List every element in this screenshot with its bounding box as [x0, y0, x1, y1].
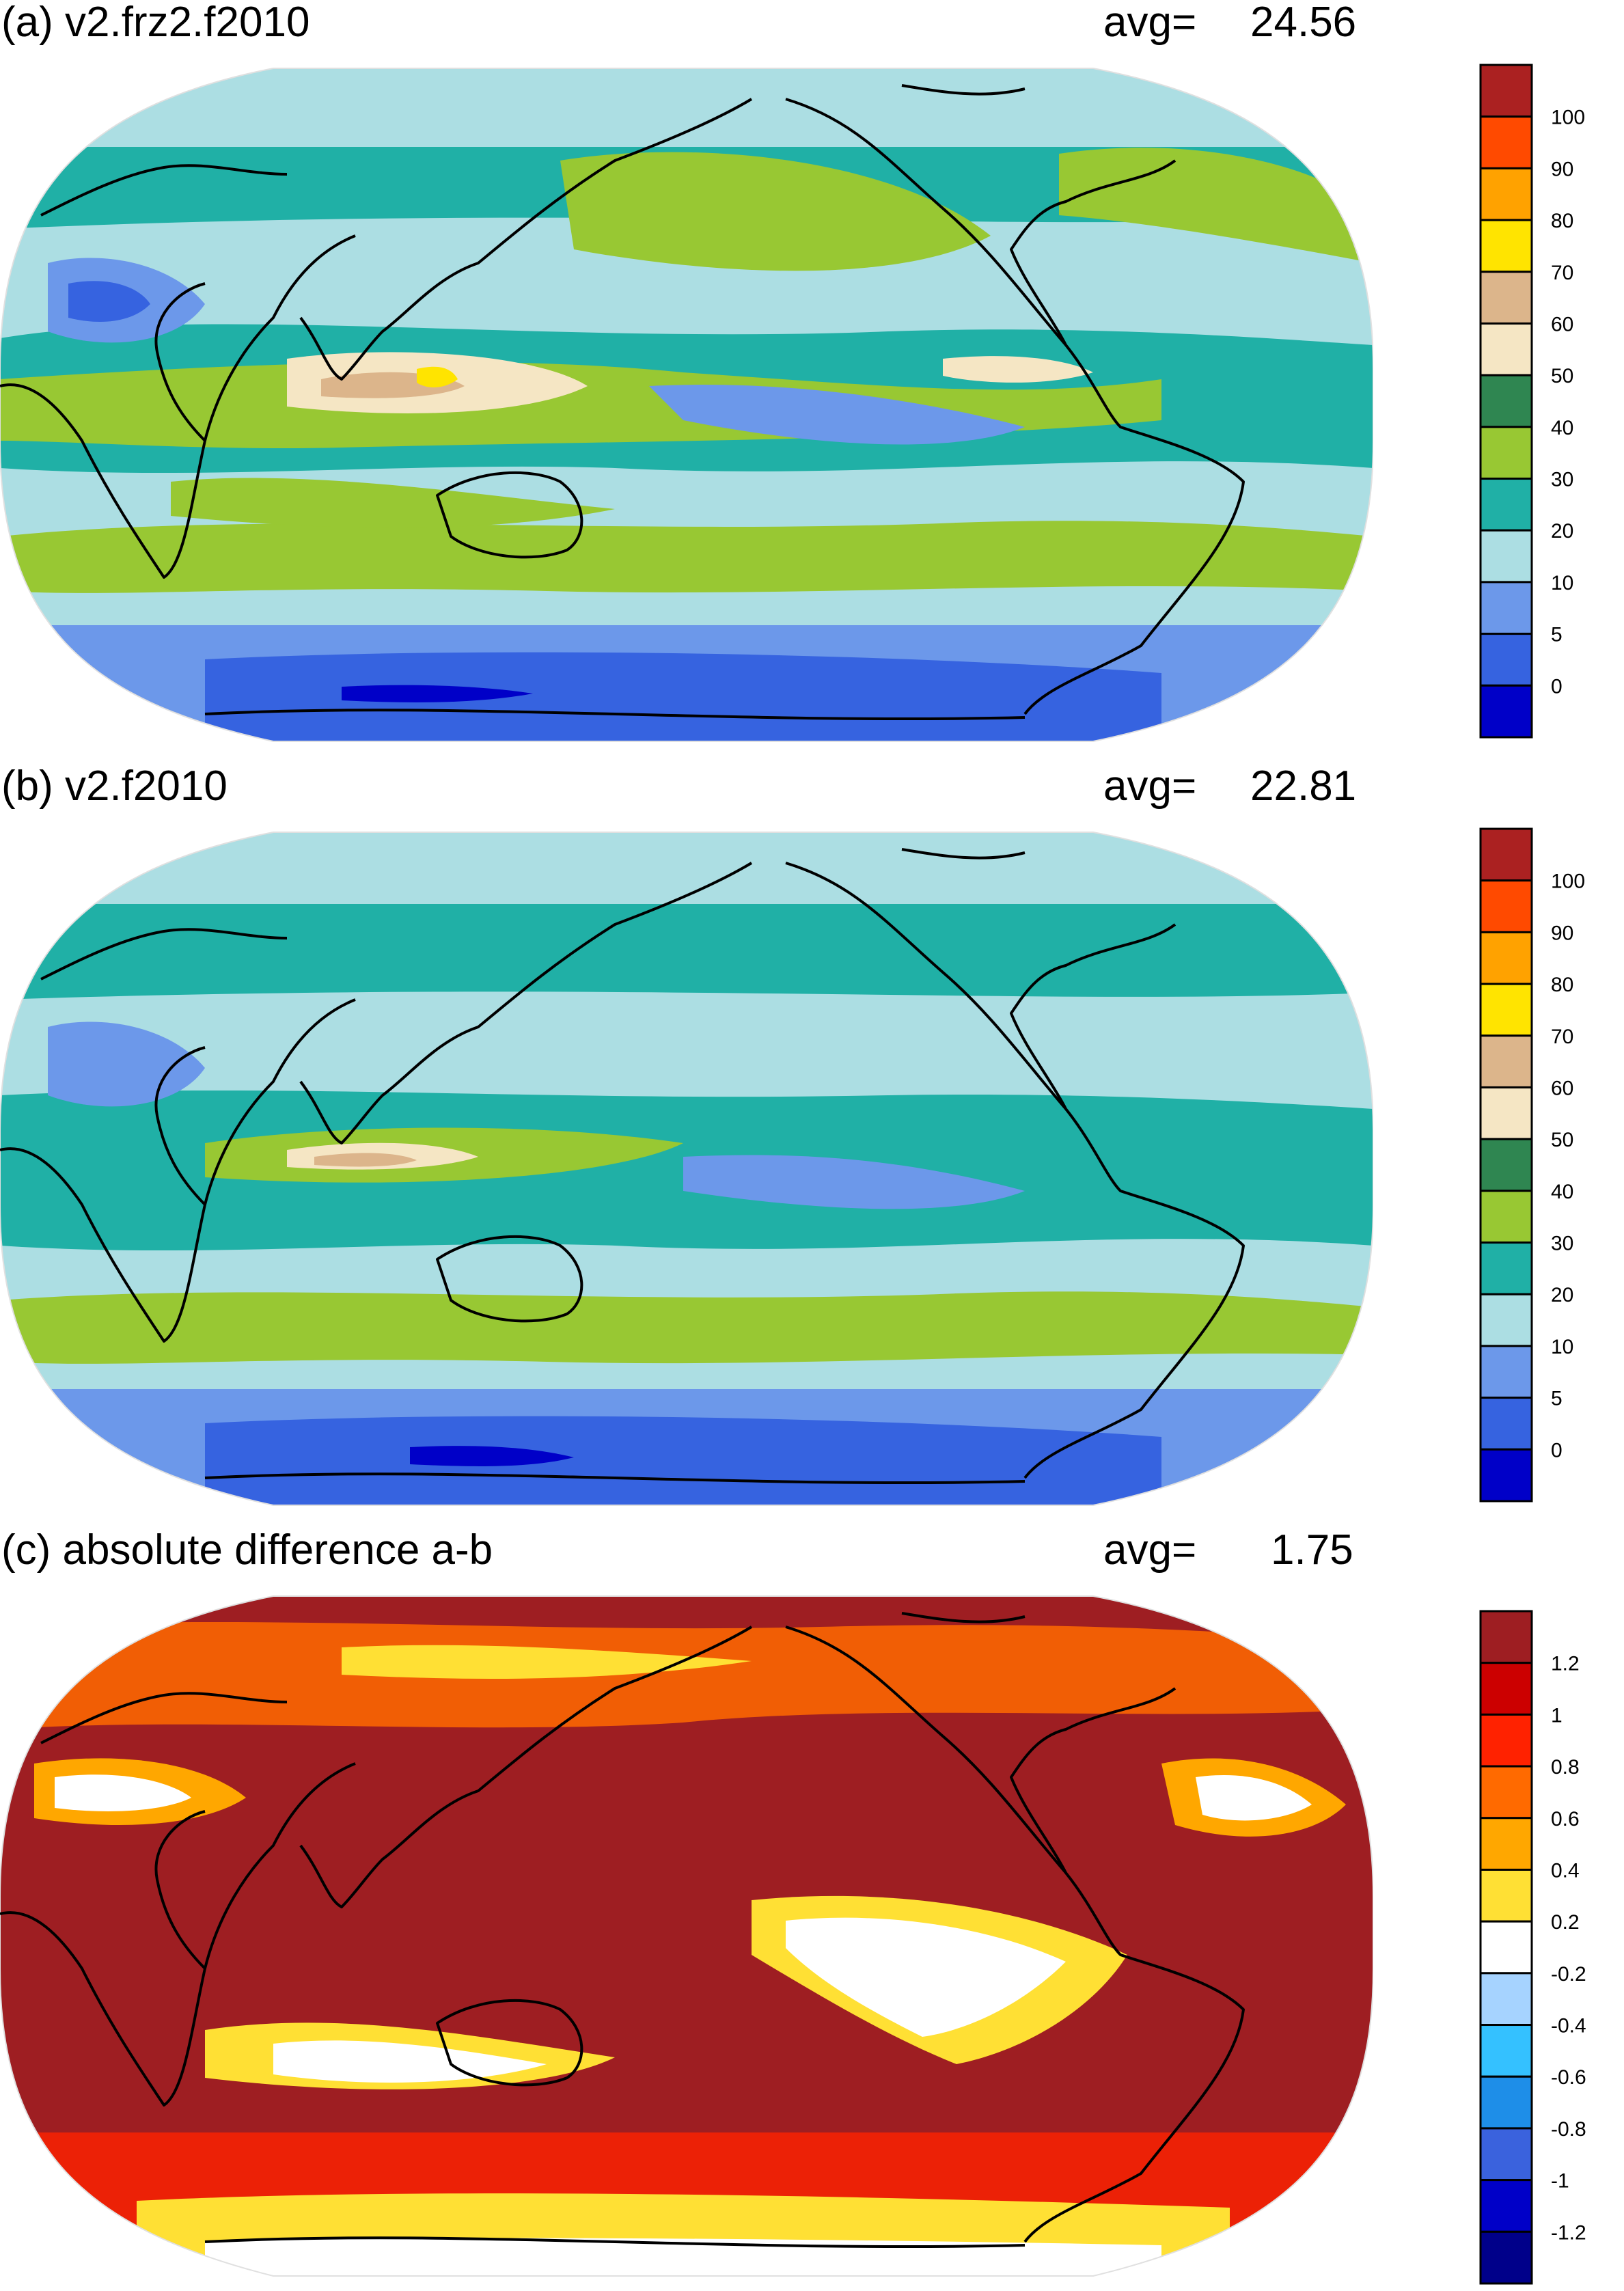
- panel-b-colorbar-tick-label: 70: [1551, 1026, 1573, 1048]
- panel-b-map: [0, 832, 1373, 1506]
- panel-c-title: (c) absolute difference a-b: [1, 1526, 493, 1574]
- panel-b-colorbar-tick-label: 100: [1551, 870, 1585, 893]
- panel-a-colorbar-swatch: [1479, 322, 1533, 376]
- panel-b-colorbar-tick-label: 10: [1551, 1336, 1573, 1358]
- panel-b-avg-value: 22.81: [1250, 763, 1357, 810]
- panel-b-colorbar-swatch: [1479, 1190, 1533, 1244]
- panel-c-colorbar-tick-label: 0.4: [1551, 1859, 1580, 1882]
- panel-a-colorbar-tick-label: 60: [1551, 313, 1573, 335]
- panel-a-colorbar-swatch: [1479, 271, 1533, 325]
- panel-a-colorbar-swatch: [1479, 64, 1533, 118]
- panel-b-colorbar-tick-label: 30: [1551, 1233, 1573, 1255]
- panel-a-colorbar-tick-label: 70: [1551, 262, 1573, 284]
- panel-b-colorbar-swatch: [1479, 1086, 1533, 1140]
- panel-a-colorbar-swatch: [1479, 478, 1533, 532]
- panel-b-colorbar-swatch: [1479, 983, 1533, 1037]
- panel-a-colorbar-swatch: [1479, 529, 1533, 584]
- panel-a-colorbar-tick-label: 50: [1551, 365, 1573, 387]
- panel-b-colorbar-tick-label: 5: [1551, 1388, 1563, 1410]
- panel-b-colorbar-swatch: [1479, 1241, 1533, 1295]
- panel-b-colorbar-swatch: [1479, 931, 1533, 985]
- panel-b-colorbar-swatch: [1479, 1397, 1533, 1451]
- panel-a-colorbar-swatch: [1479, 633, 1533, 687]
- panel-c-colorbar-tick-label: -0.2: [1551, 1963, 1586, 1986]
- panel-c-colorbar-swatch: [1479, 1868, 1533, 1923]
- panel-c-colorbar-swatch: [1479, 2179, 1533, 2233]
- panel-a-colorbar-swatch: [1479, 426, 1533, 480]
- panel-c-colorbar-swatch: [1479, 1972, 1533, 2027]
- panel-c-colorbar: 1.2 1 0.8 0.6 0.4 0.2 -0.2 -0.4 -0.6 -0.8 -1 -1.2: [1479, 1610, 1586, 2285]
- panel-b-colorbar-tick-label: 20: [1551, 1284, 1573, 1306]
- panel-a-colorbar-tick-label: 40: [1551, 417, 1573, 439]
- panel-c-colorbar-tick-label: -1.2: [1551, 2221, 1586, 2244]
- panel-c-colorbar-swatch: [1479, 1920, 1533, 1975]
- panel-b-colorbar-swatch: [1479, 1138, 1533, 1192]
- panel-a-colorbar-tick-label: 5: [1551, 624, 1563, 646]
- panel-a-avg-value: 24.56: [1250, 0, 1357, 46]
- panel-b-colorbar-tick-label: 0: [1551, 1439, 1563, 1462]
- panel-b-colorbar-swatch: [1479, 1293, 1533, 1347]
- panel-b-colorbar-swatch: [1479, 879, 1533, 933]
- panel-b-colorbar-tick-label: 40: [1551, 1181, 1573, 1203]
- panel-c-colorbar-swatch: [1479, 1765, 1533, 1820]
- panel-a-colorbar-tick-label: 10: [1551, 572, 1573, 594]
- panel-c-colorbar-tick-label: -1: [1551, 2170, 1569, 2193]
- panel-a-colorbar-swatch: [1479, 219, 1533, 273]
- panel-a-title: (a) v2.frz2.f2010: [1, 0, 310, 46]
- panel-b-colorbar-swatch: [1479, 827, 1533, 882]
- panel-c-colorbar-swatch: [1479, 2127, 1533, 2182]
- panel-a-colorbar-swatch: [1479, 167, 1533, 221]
- panel-a-avg-label: avg=: [1103, 0, 1197, 46]
- panel-b-avg-label: avg=: [1103, 763, 1197, 810]
- panel-c-colorbar-tick-label: 0.2: [1551, 1911, 1580, 1934]
- panel-c-colorbar-tick-label: 1.2: [1551, 1653, 1580, 1675]
- panel-b-colorbar-tick-label: 50: [1551, 1129, 1573, 1151]
- panel-a-colorbar-swatch: [1479, 115, 1533, 169]
- panel-c-avg-label: avg=: [1103, 1526, 1197, 1574]
- panel-a-colorbar-tick-label: 80: [1551, 210, 1573, 232]
- panel-a-colorbar-swatch: [1479, 374, 1533, 428]
- panel-c-colorbar-swatch: [1479, 2230, 1533, 2285]
- panel-c-colorbar-tick-label: -0.8: [1551, 2118, 1586, 2141]
- panel-a-colorbar-tick-label: 30: [1551, 469, 1573, 491]
- panel-b-colorbar-swatch: [1479, 1034, 1533, 1088]
- panel-c-colorbar-tick-label: 0.6: [1551, 1808, 1580, 1830]
- panel-c-map: [0, 1595, 1373, 2277]
- panel-c-colorbar-swatch: [1479, 1817, 1533, 1871]
- panel-c-colorbar-tick-label: 0.8: [1551, 1756, 1580, 1779]
- panel-c-avg-value: 1.75: [1271, 1526, 1353, 1574]
- panel-c-colorbar-tick-label: -0.6: [1551, 2066, 1586, 2089]
- panel-c-colorbar-tick-label: 1: [1551, 1704, 1563, 1727]
- panel-b-title: (b) v2.f2010: [1, 763, 228, 810]
- panel-b-colorbar-tick-label: 80: [1551, 974, 1573, 996]
- panel-c-colorbar-swatch: [1479, 2024, 1533, 2078]
- panel-c-colorbar-swatch: [1479, 1662, 1533, 1716]
- panel-c-colorbar-tick-label: -0.4: [1551, 2015, 1586, 2038]
- panel-a-colorbar-tick-label: 90: [1551, 158, 1573, 180]
- panel-c-colorbar-swatch: [1479, 1713, 1533, 1768]
- panel-a-colorbar-tick-label: 20: [1551, 520, 1573, 543]
- panel-b-colorbar-swatch: [1479, 1345, 1533, 1399]
- panel-a-colorbar-tick-label: 0: [1551, 675, 1563, 698]
- panel-c-colorbar-swatch: [1479, 2075, 1533, 2130]
- panel-a-colorbar-swatch: [1479, 684, 1533, 739]
- panel-a-map: [0, 68, 1373, 742]
- panel-a-colorbar-tick-label: 100: [1551, 107, 1585, 129]
- panel-c-colorbar-swatch: [1479, 1610, 1533, 1664]
- panel-b-colorbar-swatch: [1479, 1448, 1533, 1503]
- panel-b-colorbar-tick-label: 90: [1551, 922, 1573, 944]
- panel-a-colorbar-swatch: [1479, 581, 1533, 635]
- panel-b-colorbar-tick-label: 60: [1551, 1077, 1573, 1099]
